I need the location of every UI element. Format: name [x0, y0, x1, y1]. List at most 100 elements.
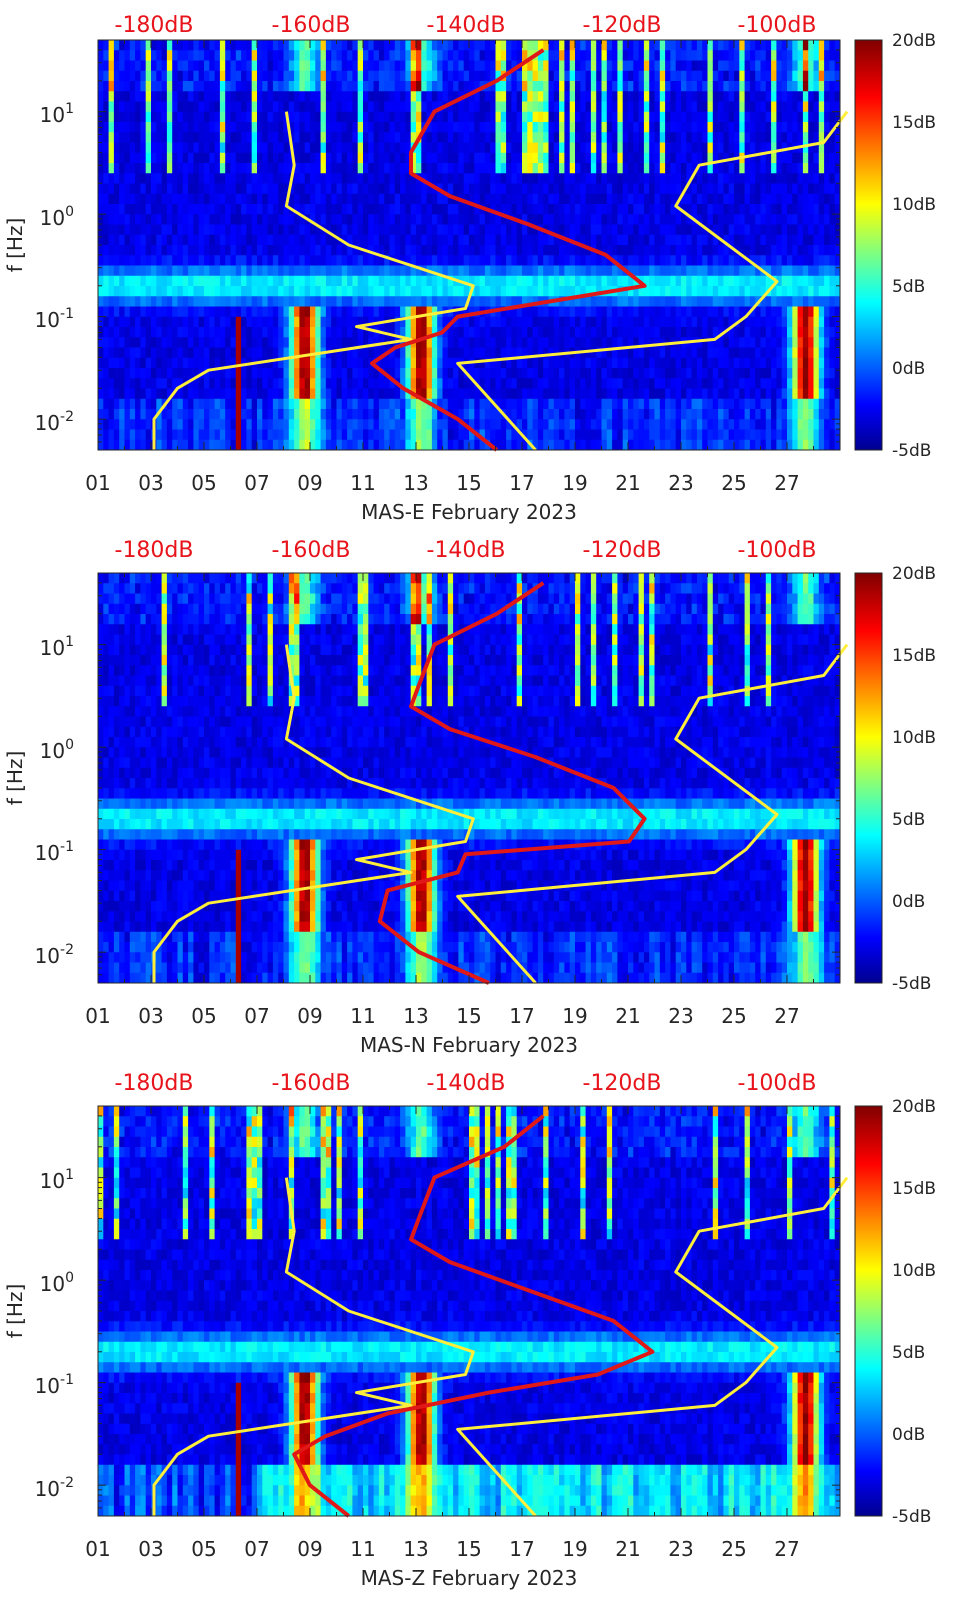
spectrogram-cell	[347, 327, 353, 338]
spectrogram-cell	[162, 91, 168, 102]
spectrogram-cell	[363, 378, 369, 389]
spectrogram-cell	[374, 399, 380, 410]
spectrogram-cell	[241, 71, 247, 82]
spectrogram-cell	[252, 143, 258, 154]
spectrogram-cell	[268, 91, 274, 102]
spectrogram-cell	[326, 327, 332, 338]
spectrogram-cell	[692, 409, 698, 420]
spectrogram-cell	[162, 153, 168, 164]
spectrogram-cell	[697, 184, 703, 195]
spectrogram-cell	[268, 132, 274, 143]
spectrogram-cell	[427, 286, 433, 297]
spectrogram-cell	[135, 409, 141, 420]
spectrogram-cell	[591, 132, 597, 143]
spectrogram-cell	[655, 358, 661, 369]
spectrogram-cell	[612, 225, 618, 236]
spectrogram-cell	[278, 419, 284, 430]
spectrogram-cell	[167, 307, 173, 318]
spectrogram-cell	[278, 307, 284, 318]
spectrogram-cell	[151, 214, 157, 225]
spectrogram-cell	[580, 102, 586, 113]
spectrogram-cell	[151, 122, 157, 133]
spectrogram-cell	[326, 235, 332, 246]
spectrogram-cell	[156, 389, 162, 400]
spectrogram-cell	[586, 327, 592, 338]
spectrogram-cell	[506, 112, 512, 123]
spectrogram-cell	[390, 204, 396, 215]
spectrogram-cell	[284, 296, 290, 307]
spectrogram-cell	[750, 143, 756, 154]
spectrogram-cell	[342, 163, 348, 174]
spectrogram-cell	[501, 132, 507, 143]
spectrogram-cell	[628, 245, 634, 256]
spectrogram-cell	[437, 71, 443, 82]
spectrogram-cell	[718, 358, 724, 369]
spectrogram-cell	[98, 214, 104, 225]
spectrogram-cell	[172, 71, 178, 82]
spectrogram-cell	[676, 255, 682, 266]
spectrogram-cell	[103, 81, 109, 92]
spectrogram-cell	[321, 419, 327, 430]
spectrogram-cell	[549, 399, 555, 410]
spectrogram-cell	[655, 266, 661, 277]
spectrogram-cell	[596, 122, 602, 133]
spectrogram-cell	[517, 255, 523, 266]
spectrogram-cell	[156, 368, 162, 379]
spectrogram-cell	[172, 358, 178, 369]
spectrogram-cell	[315, 389, 321, 400]
spectrogram-cell	[623, 307, 629, 318]
spectrogram-cell	[305, 163, 311, 174]
spectrogram-cell	[405, 204, 411, 215]
spectrogram-cell	[692, 399, 698, 410]
spectrogram-cell	[109, 132, 115, 143]
spectrogram-cell	[252, 399, 258, 410]
spectrogram-cell	[665, 419, 671, 430]
spectrogram-cell	[480, 358, 486, 369]
spectrogram-cell	[617, 378, 623, 389]
spectrogram-cell	[485, 50, 491, 61]
spectrogram-cell	[580, 378, 586, 389]
spectrogram-cell	[729, 143, 735, 154]
spectrogram-cell	[337, 255, 343, 266]
spectrogram-cell	[326, 419, 332, 430]
spectrogram-cell	[670, 102, 676, 113]
spectrogram-cell	[718, 112, 724, 123]
spectrogram-cell	[617, 173, 623, 184]
spectrogram-cell	[480, 143, 486, 154]
spectrogram-cell	[384, 50, 390, 61]
spectrogram-cell	[368, 71, 374, 82]
spectrogram-cell	[103, 245, 109, 256]
spectrogram-cell	[162, 163, 168, 174]
spectrogram-cell	[363, 368, 369, 379]
spectrogram-cell	[130, 399, 136, 410]
spectrogram-cell	[262, 235, 268, 246]
spectrogram-cell	[559, 153, 565, 164]
spectrogram-cell	[220, 81, 226, 92]
spectrogram-cell	[395, 358, 401, 369]
spectrogram-cell	[533, 255, 539, 266]
spectrogram-cell	[734, 255, 740, 266]
spectrogram-cell	[326, 184, 332, 195]
spectrogram-cell	[702, 132, 708, 143]
spectrogram-cell	[400, 40, 406, 51]
spectrogram-cell	[114, 194, 120, 205]
spectrogram-cell	[554, 40, 560, 51]
spectrogram-cell	[480, 266, 486, 277]
spectrogram-cell	[554, 173, 560, 184]
spectrogram-cell	[490, 132, 496, 143]
spectrogram-cell	[723, 194, 729, 205]
spectrogram-cell	[538, 399, 544, 410]
spectrogram-cell	[188, 286, 194, 297]
spectrogram-cell	[729, 378, 735, 389]
spectrogram-cell	[299, 399, 305, 410]
spectrogram-cell	[305, 132, 311, 143]
spectrogram-cell	[135, 40, 141, 51]
spectrogram-cell	[490, 225, 496, 236]
spectrogram-cell	[533, 194, 539, 205]
spectrogram-cell	[533, 266, 539, 277]
spectrogram-cell	[469, 163, 475, 174]
spectrogram-cell	[315, 50, 321, 61]
spectrogram-cell	[246, 153, 252, 164]
spectrogram-cell	[559, 61, 565, 72]
spectrogram-cell	[146, 71, 152, 82]
